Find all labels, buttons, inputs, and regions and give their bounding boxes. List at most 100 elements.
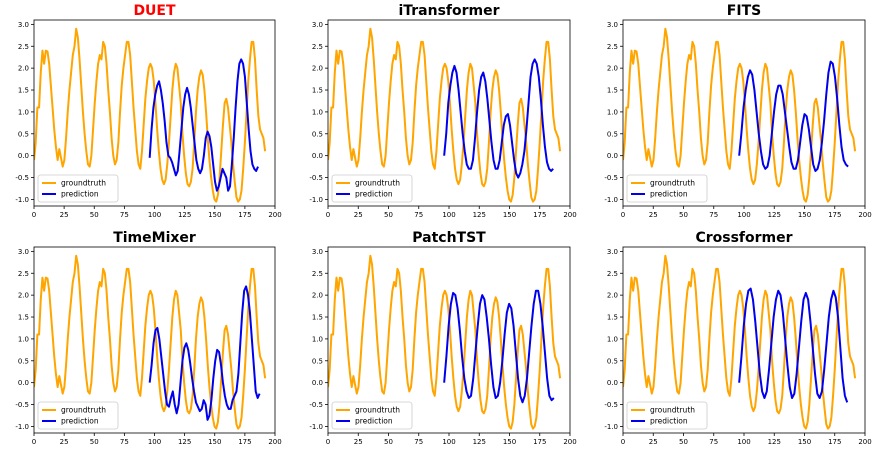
x-tick-label: 150: [798, 211, 811, 219]
panel-patchtst: PatchTST 0 25 50 75 100 125 150 175 200 -1.0 -0.5 0.…: [309, 230, 576, 446]
x-tick-label: 200: [858, 438, 871, 446]
y-tick-label: 2.0: [312, 65, 323, 73]
y-tick-label: 3.0: [312, 248, 323, 256]
legend-box: [37, 174, 119, 203]
panel-title: DUET: [133, 3, 176, 19]
series-line-prediction: [738, 60, 849, 172]
y-tick-label: -0.5: [604, 401, 618, 409]
x-tick-label: 25: [649, 211, 658, 219]
y-tick-label: 1.0: [607, 108, 618, 116]
x-tick-label: 25: [649, 438, 658, 446]
legend: groundtruth prediction: [331, 174, 413, 203]
legend-box: [37, 401, 119, 430]
x-tick-label: 50: [90, 438, 99, 446]
legend-box: [331, 401, 413, 430]
y-tick-label: -0.5: [15, 174, 29, 182]
y-tick-label: 0.5: [312, 130, 323, 138]
x-tick-label: 175: [533, 211, 546, 219]
x-tick-label: 50: [679, 211, 688, 219]
x-tick-label: 75: [120, 211, 129, 219]
y-tick-label: 2.5: [18, 270, 29, 278]
x-tick-label: 25: [354, 211, 363, 219]
legend: groundtruth prediction: [37, 174, 119, 203]
x-tick-label: 100: [737, 211, 750, 219]
x-tick-label: 125: [768, 211, 781, 219]
x-tick-label: 150: [798, 438, 811, 446]
x-tick-label: 125: [178, 211, 191, 219]
x-tick-label: 50: [90, 211, 99, 219]
x-tick-label: 0: [621, 211, 625, 219]
legend-label-prediction: prediction: [355, 417, 393, 426]
legend-label-prediction: prediction: [61, 190, 99, 199]
legend: groundtruth prediction: [626, 174, 708, 203]
y-tick-label: 1.5: [312, 314, 323, 322]
x-tick-label: 75: [414, 211, 423, 219]
y-tick-label: 1.0: [312, 108, 323, 116]
x-tick-label: 25: [60, 438, 69, 446]
y-tick-label: 0.5: [607, 357, 618, 365]
x-tick-label: 100: [442, 438, 455, 446]
y-tick-label: 1.5: [607, 87, 618, 95]
legend-label-groundtruth: groundtruth: [355, 406, 400, 415]
series-line-prediction: [148, 58, 259, 192]
y-tick-label: 1.0: [18, 108, 29, 116]
y-tick-label: -1.0: [15, 196, 29, 204]
legend-label-prediction: prediction: [650, 190, 688, 199]
legend-label-groundtruth: groundtruth: [355, 179, 400, 188]
y-tick-label: 2.5: [18, 43, 29, 51]
y-tick-label: 1.0: [607, 335, 618, 343]
x-tick-label: 25: [60, 211, 69, 219]
x-tick-label: 200: [858, 211, 871, 219]
x-tick-label: 125: [473, 211, 486, 219]
x-tick-label: 125: [473, 438, 486, 446]
x-tick-label: 175: [828, 438, 841, 446]
y-tick-label: 0.0: [607, 152, 618, 160]
x-tick-label: 100: [148, 438, 161, 446]
x-tick-label: 200: [563, 438, 576, 446]
y-tick-label: -1.0: [604, 423, 618, 431]
x-tick-label: 0: [32, 211, 36, 219]
x-tick-label: 150: [208, 211, 221, 219]
series-line-groundtruth: [34, 27, 267, 203]
x-tick-label: 175: [533, 438, 546, 446]
panel-title: Crossformer: [695, 230, 792, 246]
y-tick-label: 1.5: [18, 87, 29, 95]
series-line-groundtruth: [623, 254, 857, 430]
legend-label-prediction: prediction: [355, 190, 393, 199]
series-line-groundtruth: [623, 27, 857, 203]
y-tick-label: -0.5: [309, 174, 323, 182]
y-tick-label: 3.0: [607, 248, 618, 256]
series-line-prediction: [443, 289, 555, 404]
series-line-prediction: [738, 287, 849, 403]
y-tick-label: 2.0: [18, 292, 29, 300]
x-tick-label: 125: [768, 438, 781, 446]
x-tick-label: 0: [621, 438, 625, 446]
legend: groundtruth prediction: [626, 401, 708, 430]
panel-title: TimeMixer: [113, 230, 196, 246]
x-tick-label: 75: [120, 438, 129, 446]
series-line-prediction: [148, 285, 261, 421]
panel-itransformer: iTransformer 0 25 50 75 100 125 150 175 200 -1.0 -0…: [309, 3, 576, 219]
x-tick-label: 100: [737, 438, 750, 446]
y-tick-label: 2.5: [312, 270, 323, 278]
y-tick-label: 0.5: [18, 130, 29, 138]
legend-label-prediction: prediction: [61, 417, 99, 426]
y-tick-label: 0.0: [18, 152, 29, 160]
y-tick-label: 0.0: [312, 152, 323, 160]
y-tick-label: 1.5: [607, 314, 618, 322]
y-tick-label: 2.0: [607, 292, 618, 300]
x-tick-label: 25: [354, 438, 363, 446]
x-tick-label: 0: [32, 438, 36, 446]
x-tick-label: 75: [414, 438, 423, 446]
y-tick-label: -1.0: [15, 423, 29, 431]
x-tick-label: 75: [709, 211, 718, 219]
panel-title: iTransformer: [398, 3, 499, 19]
y-tick-label: -0.5: [604, 174, 618, 182]
y-tick-label: -1.0: [309, 196, 323, 204]
y-tick-label: 1.5: [312, 87, 323, 95]
y-tick-label: 3.0: [607, 21, 618, 29]
panel-title: FITS: [727, 3, 761, 19]
x-tick-label: 50: [679, 438, 688, 446]
y-tick-label: 3.0: [312, 21, 323, 29]
